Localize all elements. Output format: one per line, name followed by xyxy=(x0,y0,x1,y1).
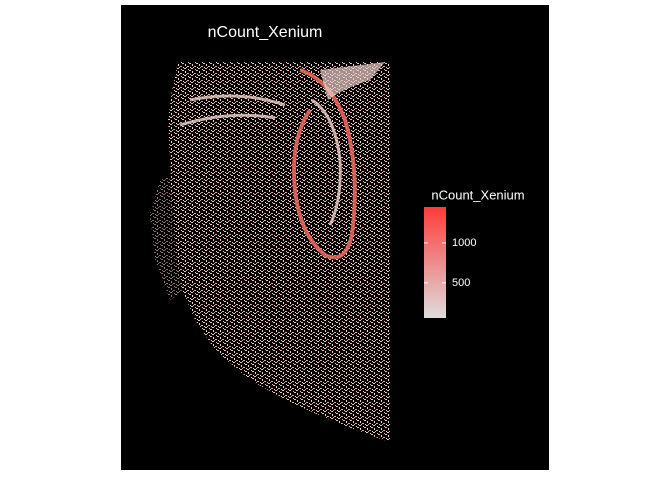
colorbar-tick-label: 1000 xyxy=(452,237,476,249)
tissue-edge xyxy=(320,62,385,100)
chart-title: nCount_Xenium xyxy=(208,24,323,41)
tissue-ring-inner xyxy=(311,98,342,226)
tissue-fragment xyxy=(150,175,185,300)
colorbar xyxy=(424,207,446,318)
colorbar-tick-label: 500 xyxy=(452,277,470,289)
tissue-ring xyxy=(292,68,357,260)
tissue-fold xyxy=(179,94,286,127)
tissue-region xyxy=(168,62,390,442)
legend-title: nCount_Xenium xyxy=(431,187,524,202)
tissue xyxy=(150,62,390,442)
